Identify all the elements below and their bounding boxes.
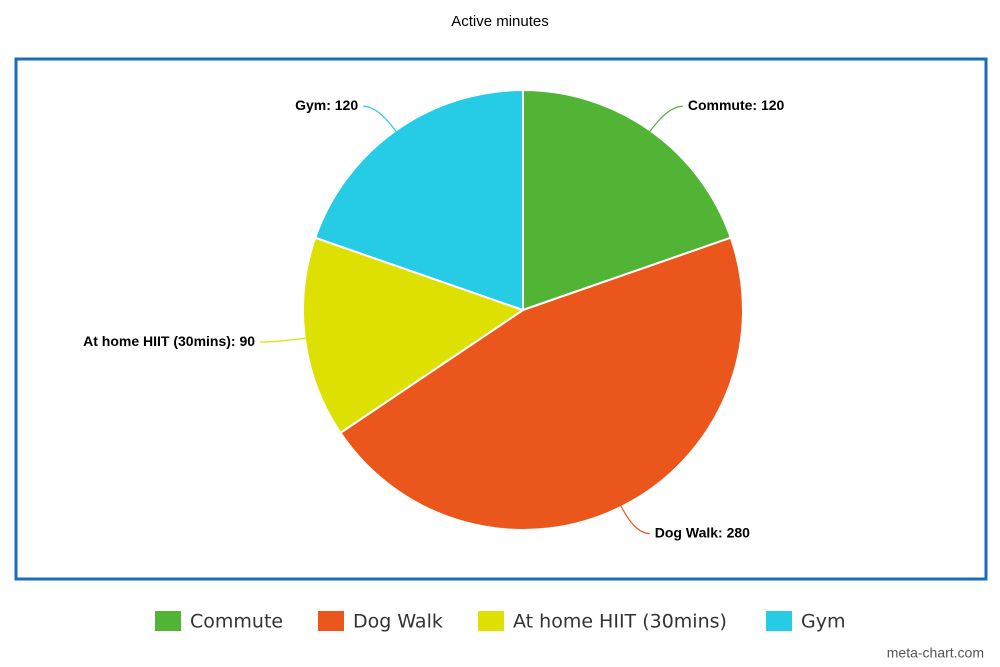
data-label: At home HIIT (30mins): 90 <box>83 333 255 349</box>
data-label: Dog Walk: 280 <box>655 524 750 540</box>
legend-label: Commute <box>190 611 283 633</box>
chart-title: Active minutes <box>451 13 549 30</box>
plot-frame <box>14 57 988 581</box>
legend-swatch <box>155 611 181 631</box>
legend-swatch <box>318 611 344 631</box>
leader-line <box>648 105 683 133</box>
leader-line <box>619 504 650 535</box>
watermark: meta-chart.com <box>887 645 984 661</box>
data-label: Gym: 120 <box>295 97 358 113</box>
data-label: Commute: 120 <box>688 97 785 113</box>
legend-label: At home HIIT (30mins) <box>513 611 727 633</box>
leader-line <box>363 105 398 133</box>
legend-swatch <box>766 611 792 631</box>
legend-label: Dog Walk <box>353 611 443 633</box>
leader-line <box>260 337 307 343</box>
legend-label: Gym <box>801 611 845 633</box>
legend-swatch <box>478 611 504 631</box>
